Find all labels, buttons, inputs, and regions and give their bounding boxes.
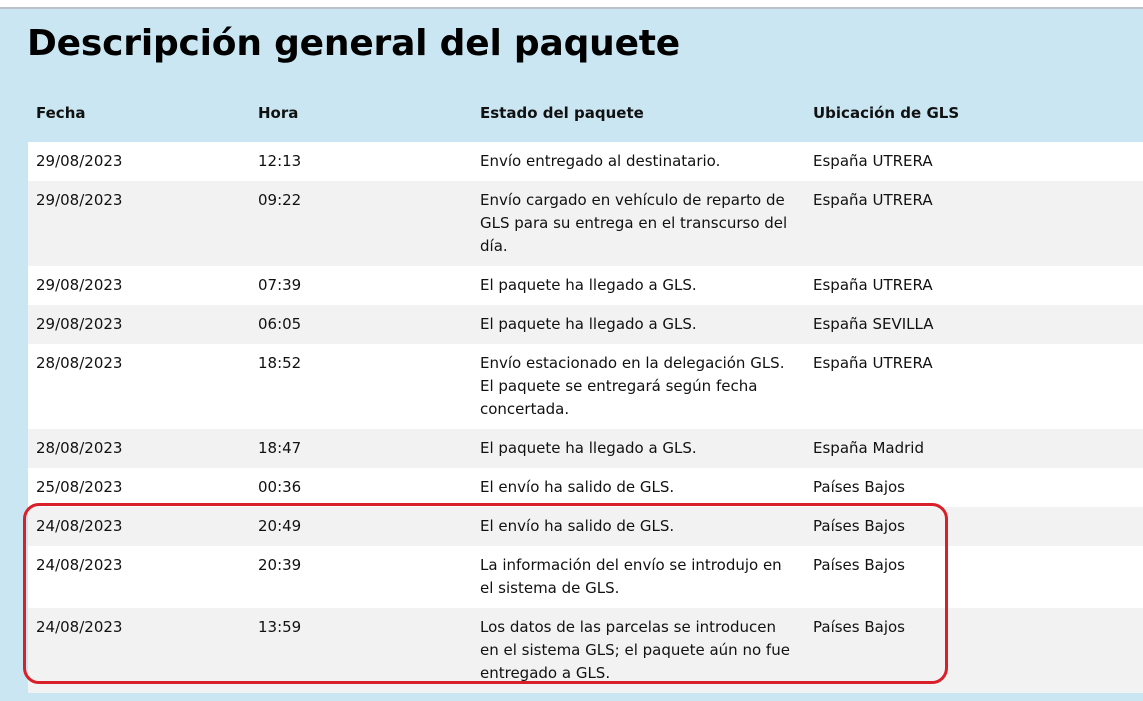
cell-fecha: 28/08/2023 [36,439,123,457]
cell-estado: Envío estacionado en la delegación GLS. … [480,354,785,418]
table-row: 29/08/2023 09:22 Envío cargado en vehícu… [28,181,1143,266]
cell-estado: El paquete ha llegado a GLS. [480,439,697,457]
top-strip [0,0,1143,9]
cell-estado: El paquete ha llegado a GLS. [480,276,697,294]
cell-estado: El envío ha salido de GLS. [480,478,675,496]
cell-estado: Envío cargado en vehículo de reparto de … [480,191,788,255]
cell-fecha: 29/08/2023 [36,191,123,209]
tracking-table: Fecha Hora Estado del paquete Ubicación … [28,83,1143,693]
cell-ubicacion: Países Bajos [813,517,905,535]
cell-hora: 00:36 [258,478,302,496]
cell-ubicacion: España UTRERA [813,354,933,372]
table-row: 28/08/2023 18:47 El paquete ha llegado a… [28,429,1143,468]
cell-hora: 18:47 [258,439,302,457]
cell-fecha: 28/08/2023 [36,354,123,372]
header-hora: Hora [250,83,472,142]
cell-ubicacion: Países Bajos [813,618,905,636]
cell-fecha: 29/08/2023 [36,276,123,294]
cell-fecha: 25/08/2023 [36,478,123,496]
table-row: 25/08/2023 00:36 El envío ha salido de G… [28,468,1143,507]
header-estado: Estado del paquete [472,83,805,142]
cell-fecha: 29/08/2023 [36,152,123,170]
cell-ubicacion: España UTRERA [813,276,933,294]
table-row: 28/08/2023 18:52 Envío estacionado en la… [28,344,1143,429]
cell-hora: 06:05 [258,315,302,333]
cell-ubicacion: España SEVILLA [813,315,934,333]
header-fecha: Fecha [28,83,250,142]
cell-hora: 12:13 [258,152,302,170]
cell-fecha: 24/08/2023 [36,618,123,636]
page-title: Descripción general del paquete [27,23,681,64]
cell-estado: Envío entregado al destinatario. [480,152,721,170]
cell-hora: 18:52 [258,354,302,372]
cell-fecha: 24/08/2023 [36,517,123,535]
cell-estado: La información del envío se introdujo en… [480,556,782,597]
cell-ubicacion: España Madrid [813,439,924,457]
cell-estado: Los datos de las parcelas se introducen … [480,618,790,682]
table-header-row: Fecha Hora Estado del paquete Ubicación … [28,83,1143,142]
cell-ubicacion: España UTRERA [813,152,933,170]
cell-ubicacion: Países Bajos [813,478,905,496]
table-row: 29/08/2023 06:05 El paquete ha llegado a… [28,305,1143,344]
table-row: 29/08/2023 12:13 Envío entregado al dest… [28,142,1143,181]
cell-ubicacion: España UTRERA [813,191,933,209]
cell-hora: 20:49 [258,517,302,535]
table-row: 24/08/2023 20:49 El envío ha salido de G… [28,507,1143,546]
cell-ubicacion: Países Bajos [813,556,905,574]
cell-hora: 13:59 [258,618,302,636]
header-ubicacion: Ubicación de GLS [805,83,1143,142]
table-row: 24/08/2023 13:59 Los datos de las parcel… [28,608,1143,693]
cell-estado: El paquete ha llegado a GLS. [480,315,697,333]
table-row: 29/08/2023 07:39 El paquete ha llegado a… [28,266,1143,305]
cell-estado: El envío ha salido de GLS. [480,517,675,535]
cell-hora: 09:22 [258,191,302,209]
cell-fecha: 24/08/2023 [36,556,123,574]
cell-hora: 20:39 [258,556,302,574]
table-row: 24/08/2023 20:39 La información del enví… [28,546,1143,608]
cell-hora: 07:39 [258,276,302,294]
cell-fecha: 29/08/2023 [36,315,123,333]
